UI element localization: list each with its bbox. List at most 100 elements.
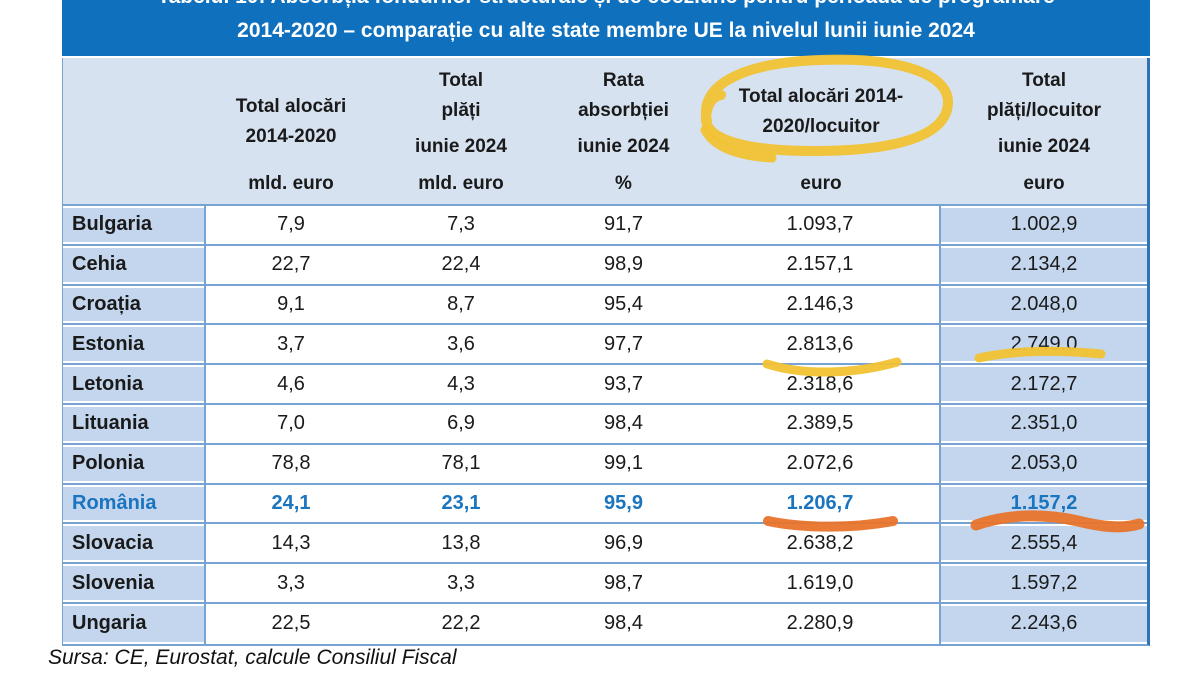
header-label: Rata	[602, 70, 645, 91]
pay-cell: 3,3	[376, 564, 546, 602]
allocpc-cell: 2.389,5	[701, 404, 941, 443]
rate-cell: 98,4	[546, 405, 701, 443]
header-label: absorbției	[578, 100, 669, 121]
paypc-cell: 1.157,2	[941, 484, 1147, 523]
pay-cell: 23,1	[376, 485, 546, 523]
header-label: Total alocări	[235, 96, 347, 117]
header-unit: mld. euro	[418, 173, 504, 194]
paypc-cell: 2.053,0	[941, 444, 1147, 483]
country-cell: Bulgaria	[63, 206, 206, 244]
header-label: Total	[439, 70, 483, 91]
pay-cell: 13,8	[376, 524, 546, 562]
alloc-cell: 4,6	[206, 365, 376, 403]
country-cell: Letonia	[63, 365, 206, 403]
country-cell: România	[63, 484, 206, 523]
header-label: 2014-2020	[245, 126, 337, 147]
country-cell: Estonia	[63, 325, 206, 364]
table-row-romania: România 24,1 23,1 95,9 1.206,7 1.157,2	[63, 484, 1147, 525]
country-cell: Slovenia	[63, 564, 206, 602]
header-total-alocari: Total alocări 2014-2020 mld. euro	[206, 58, 376, 204]
country-cell: Lituania	[63, 404, 206, 443]
allocpc-cell: 2.638,2	[701, 524, 941, 563]
table-row-letonia: Letonia 4,6 4,3 93,7 2.318,6 2.172,7	[63, 365, 1147, 405]
alloc-cell: 9,1	[206, 286, 376, 324]
table-row-slovacia: Slovacia 14,3 13,8 96,9 2.638,2 2.555,4	[63, 524, 1147, 565]
table-row-cehia: Cehia 22,7 22,4 98,9 2.157,1 2.134,2	[63, 245, 1147, 286]
table-title-band: Tabelul 10: Absorbția fondurilor structu…	[62, 0, 1150, 56]
header-label: Total	[1022, 70, 1066, 91]
rate-cell: 96,9	[546, 524, 701, 562]
pay-cell: 3,6	[376, 325, 546, 363]
rate-cell: 98,7	[546, 564, 701, 602]
alloc-cell: 7,9	[206, 206, 376, 244]
rate-cell: 98,4	[546, 604, 701, 644]
header-label: plăți	[441, 100, 481, 121]
header-plati-locuitor: Total plăți/locuitor iunie 2024 euro	[941, 58, 1147, 204]
rate-cell: 99,1	[546, 445, 701, 483]
country-cell: Slovacia	[63, 524, 206, 563]
table-header-row: Total alocări 2014-2020 mld. euro Total …	[63, 58, 1147, 206]
allocpc-cell: 2.280,9	[701, 603, 941, 644]
allocpc-cell: 1.206,7	[701, 484, 941, 523]
paypc-cell: 1.002,9	[941, 206, 1147, 244]
header-total-plati: Total plăți iunie 2024 mld. euro	[376, 58, 546, 204]
source-note: Sursa: CE, Eurostat, calcule Consiliul F…	[48, 646, 457, 669]
absorption-table: Total alocări 2014-2020 mld. euro Total …	[62, 58, 1150, 646]
table-row-lituania: Lituania 7,0 6,9 98,4 2.389,5 2.351,0	[63, 404, 1147, 445]
pay-cell: 4,3	[376, 365, 546, 403]
country-cell: Croația	[63, 285, 206, 324]
header-unit: euro	[1023, 173, 1065, 194]
paypc-cell: 2.555,4	[941, 524, 1147, 563]
table-body: Bulgaria 7,9 7,3 91,7 1.093,7 1.002,9 Ce…	[63, 206, 1147, 644]
header-label: iunie 2024	[577, 136, 670, 157]
country-cell: Ungaria	[63, 603, 206, 644]
allocpc-cell: 1.619,0	[701, 564, 941, 602]
table-title-line2: 2014-2020 – comparație cu alte state mem…	[237, 19, 975, 42]
alloc-cell: 22,5	[206, 604, 376, 644]
rate-cell: 97,7	[546, 325, 701, 363]
header-label: iunie 2024	[998, 136, 1090, 157]
header-rata-absorbtiei: Rata absorbției iunie 2024 %	[546, 58, 701, 204]
alloc-cell: 14,3	[206, 524, 376, 562]
rate-cell: 95,4	[546, 286, 701, 324]
header-label: plăți/locuitor	[987, 100, 1101, 121]
allocpc-cell: 2.157,1	[701, 245, 941, 284]
allocpc-cell: 2.072,6	[701, 444, 941, 483]
table-row-estonia: Estonia 3,7 3,6 97,7 2.813,6 2.749.0	[63, 325, 1147, 366]
pay-cell: 6,9	[376, 405, 546, 443]
rate-cell: 98,9	[546, 246, 701, 284]
alloc-cell: 78,8	[206, 445, 376, 483]
pay-cell: 7,3	[376, 206, 546, 244]
allocpc-cell: 2.146,3	[701, 285, 941, 324]
header-label: Total alocări 2014-	[738, 86, 904, 107]
paypc-cell: 2.243,6	[941, 603, 1147, 644]
header-unit: euro	[800, 173, 842, 194]
header-label: iunie 2024	[415, 136, 507, 157]
pay-cell: 78,1	[376, 445, 546, 483]
header-label: 2020/locuitor	[762, 116, 880, 137]
allocpc-cell: 1.093,7	[701, 206, 941, 244]
header-alocari-locuitor: Total alocări 2014- 2020/locuitor euro	[701, 58, 941, 204]
allocpc-cell: 2.318,6	[701, 365, 941, 403]
paypc-cell: 2.134,2	[941, 245, 1147, 284]
alloc-cell: 7,0	[206, 405, 376, 443]
table-title-line1: Tabelul 10: Absorbția fondurilor structu…	[62, 0, 1150, 9]
pay-cell: 22,2	[376, 604, 546, 644]
header-unit: mld. euro	[248, 173, 334, 194]
table-row-polonia: Polonia 78,8 78,1 99,1 2.072,6 2.053,0	[63, 444, 1147, 485]
alloc-cell: 3,7	[206, 325, 376, 363]
paypc-cell: 2.172,7	[941, 365, 1147, 403]
alloc-cell: 22,7	[206, 246, 376, 284]
paypc-cell: 2.749.0	[941, 325, 1147, 364]
country-cell: Polonia	[63, 444, 206, 483]
table-row-bulgaria: Bulgaria 7,9 7,3 91,7 1.093,7 1.002,9	[63, 206, 1147, 246]
country-cell: Cehia	[63, 245, 206, 284]
allocpc-cell: 2.813,6	[701, 325, 941, 364]
paypc-cell: 2.351,0	[941, 404, 1147, 443]
alloc-cell: 24,1	[206, 485, 376, 523]
table-row-ungaria: Ungaria 22,5 22,2 98,4 2.280,9 2.243,6	[63, 603, 1147, 644]
rate-cell: 95,9	[546, 485, 701, 523]
paypc-cell: 2.048,0	[941, 285, 1147, 324]
pay-cell: 22,4	[376, 246, 546, 284]
